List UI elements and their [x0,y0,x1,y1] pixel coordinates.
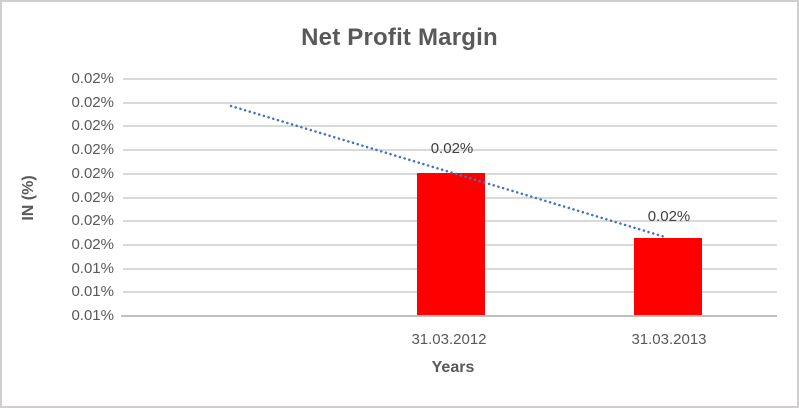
x-tick-label: 31.03.2012 [411,331,487,348]
bar-31-03-2012 [417,173,485,315]
y-tick-label: 0.01% [71,307,114,324]
gridline [123,101,777,104]
data-label: 0.02% [430,140,474,157]
bar-31-03-2013 [634,238,702,315]
chart-title: Net Profit Margin [301,24,498,51]
y-axis-title: IN (%) [20,175,37,221]
y-tick-label: 0.02% [71,117,114,135]
gridline [123,125,777,128]
y-tick-label: 0.02% [71,235,114,253]
data-label: 0.02% [647,208,691,225]
x-axis-line [121,315,777,317]
x-tick-label: 31.03.2013 [631,331,707,348]
y-tick-label: 0.02% [71,93,114,111]
y-tick-label: 0.02% [71,141,114,159]
y-tick-label: 0.02% [71,188,114,206]
y-tick-label: 0.02% [71,212,114,230]
y-tick-label: 0.02% [71,70,114,87]
x-axis-title: Years [431,359,475,376]
y-tick-label: 0.02% [71,164,114,182]
gridline [123,78,777,80]
y-tick-label: 0.01% [71,259,114,277]
y-tick-label: 0.01% [71,283,114,301]
